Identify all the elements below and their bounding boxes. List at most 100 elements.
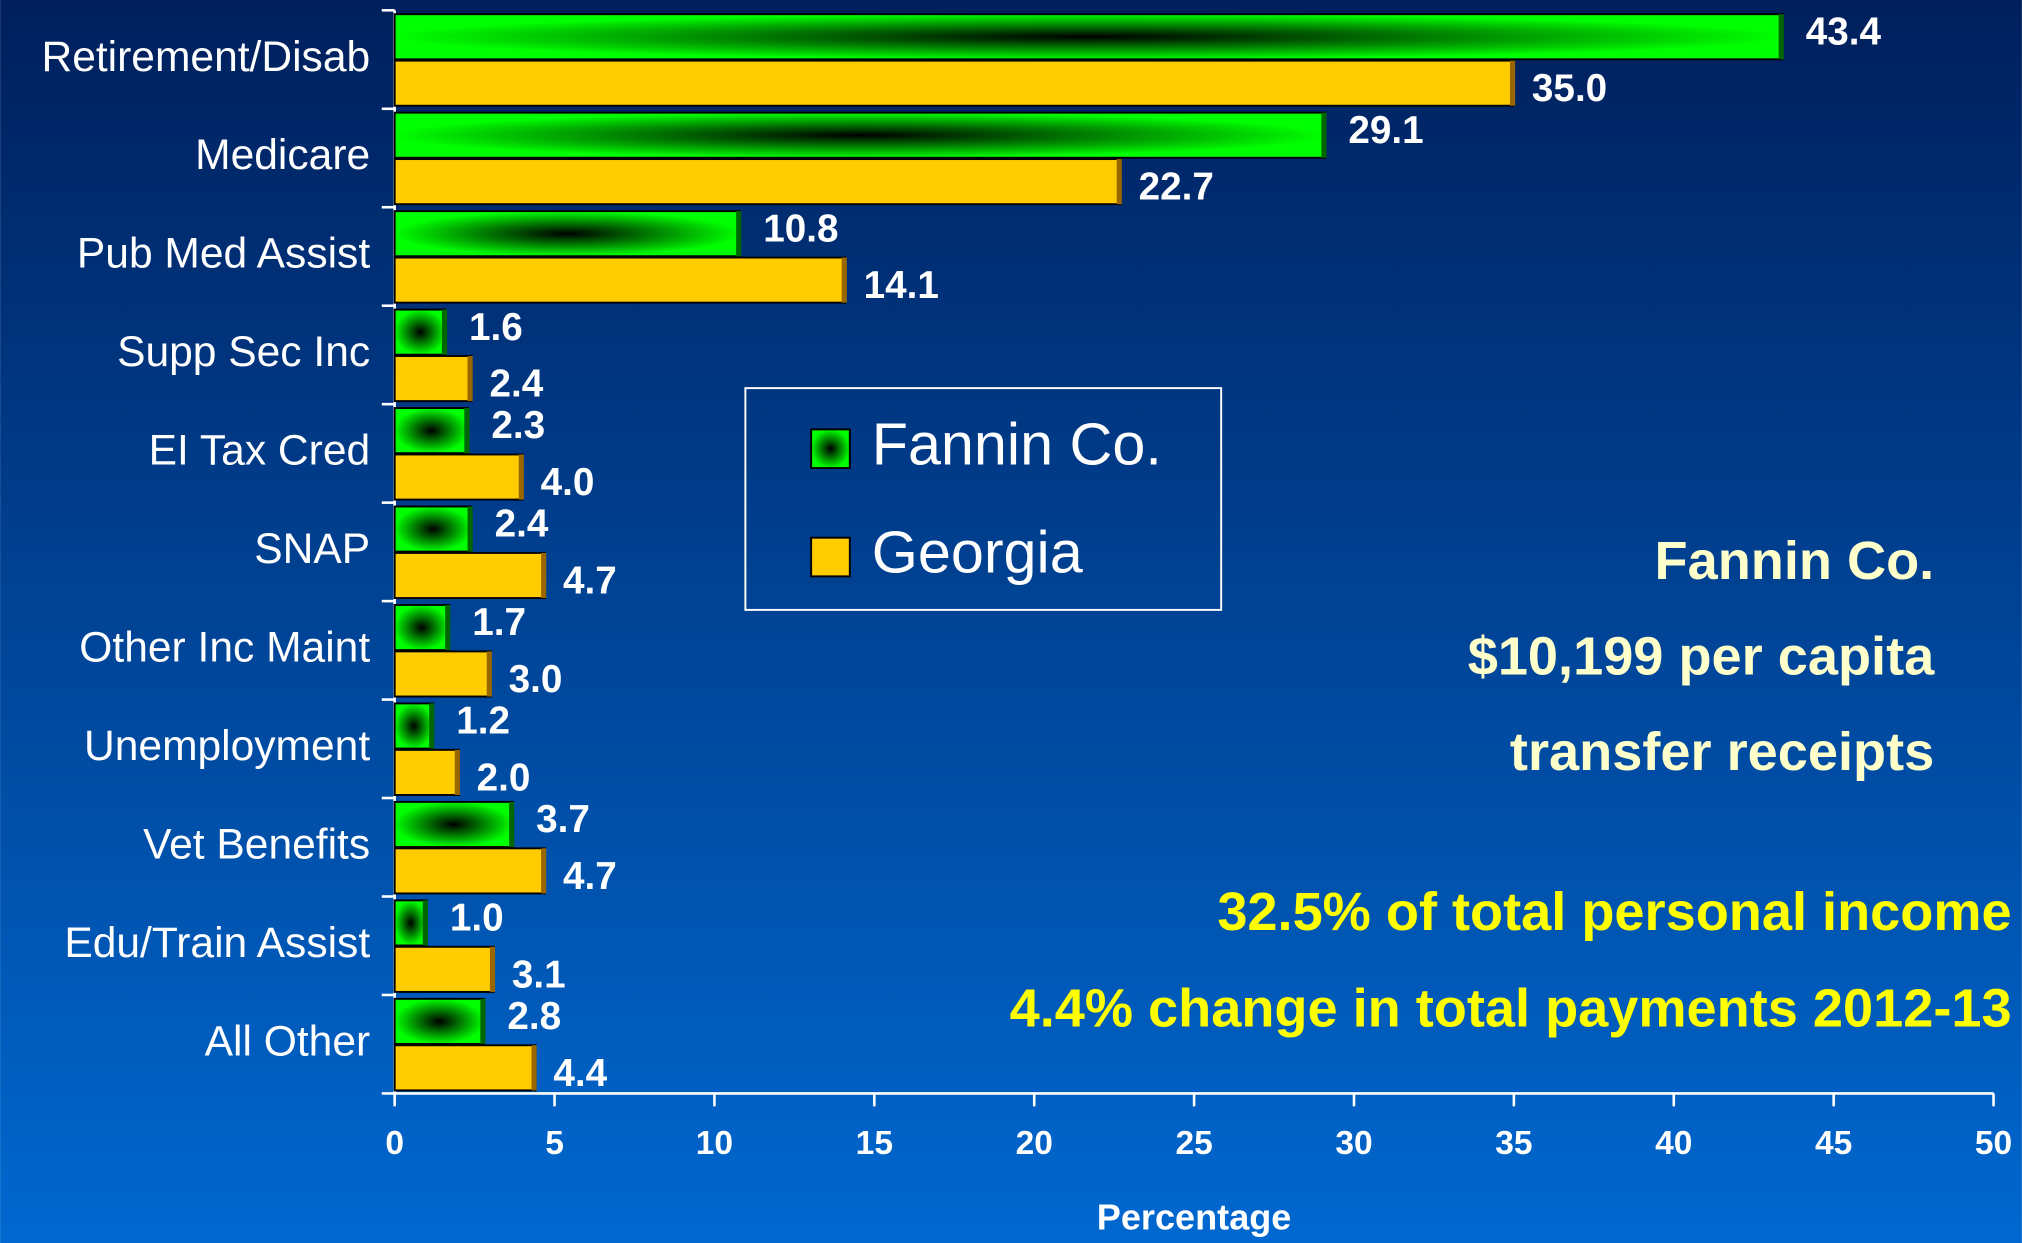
bar [393, 210, 741, 258]
annotation: 32.5% of total personal income [1217, 882, 2011, 942]
x-tick-label: 40 [1655, 1125, 1692, 1162]
data-label: 43.4 [1806, 10, 1882, 53]
y-tick-label: Supp Sec Inc [117, 328, 370, 376]
x-tick-label: 20 [1016, 1125, 1053, 1162]
plot-area: 0 5 10 15 20 25 30 35 40 45 50 Retirement/Disab 43.4… [41, 9, 2012, 1162]
legend-label: Georgia [872, 519, 1083, 586]
bar [393, 505, 473, 553]
data-label: 3.7 [536, 798, 590, 841]
y-tick-label: Medicare [195, 131, 370, 179]
y-tick-label: SNAP [254, 525, 370, 573]
data-label: 4.4 [553, 1052, 607, 1095]
bar-edge [464, 408, 470, 454]
bar-edge [736, 211, 742, 257]
annotation: 4.4% change in total payments 2012-13 [1010, 978, 2012, 1038]
bar [393, 407, 470, 455]
x-tick-label: 45 [1815, 1125, 1852, 1162]
y-tick-label: Edu/Train Assist [64, 919, 370, 967]
data-label: 2.0 [477, 756, 531, 799]
x-tick-label: 5 [545, 1125, 564, 1162]
bar [393, 604, 450, 652]
x-tick-label: 25 [1175, 1125, 1212, 1162]
data-label: 1.6 [469, 306, 523, 349]
y-tick-label: EI Tax Cred [149, 427, 371, 475]
y-tick-label: Unemployment [84, 722, 370, 770]
y-tick-label: Pub Med Assist [77, 230, 370, 278]
bar [393, 256, 847, 304]
data-label: 35.0 [1532, 67, 1607, 110]
bar-edge [1510, 60, 1516, 106]
y-tick-label: Vet Benefits [143, 820, 370, 868]
bar [393, 158, 1122, 206]
bar [393, 1044, 537, 1092]
annotation: Fannin Co. [1655, 531, 1935, 591]
bar-edge [531, 1045, 537, 1091]
bar-edge [541, 848, 547, 894]
data-label: 1.0 [450, 897, 504, 940]
bar-edge [445, 604, 451, 651]
data-label: 14.1 [864, 264, 939, 307]
legend-label: Fannin Co. [872, 410, 1162, 477]
data-label: 3.1 [512, 953, 566, 996]
data-label: 2.8 [507, 995, 561, 1038]
bar [393, 650, 492, 698]
y-tick-label: Retirement/Disab [41, 33, 370, 81]
bar-edge [467, 506, 473, 552]
data-label: 29.1 [1348, 109, 1423, 152]
bar-edge [454, 749, 460, 795]
bar-edge [422, 900, 428, 946]
bar [393, 453, 524, 501]
x-tick-label: 10 [696, 1125, 733, 1162]
data-label: 22.7 [1139, 166, 1214, 209]
data-label: 4.7 [563, 855, 617, 898]
x-tick-label: 0 [385, 1125, 404, 1162]
bar-edge [486, 651, 492, 697]
x-axis-label: Percentage [1097, 1196, 1292, 1237]
bar-edge [1116, 159, 1122, 205]
bar [393, 748, 460, 796]
bar-edge [429, 703, 435, 749]
bar-edge [1778, 14, 1784, 60]
bar [393, 59, 1515, 107]
legend-swatch [810, 536, 851, 578]
bar [393, 997, 486, 1045]
bar [393, 551, 546, 600]
data-label: 4.0 [541, 461, 595, 504]
x-tick-label: 50 [1975, 1125, 2012, 1162]
legend-box [744, 387, 1223, 611]
bar [393, 800, 514, 848]
bar-edge [509, 801, 515, 848]
data-label: 2.4 [489, 363, 543, 406]
y-tick-label: Other Inc Maint [79, 624, 370, 672]
data-label: 10.8 [763, 207, 838, 250]
bar-edge [441, 309, 448, 355]
bar [393, 111, 1327, 159]
legend-swatch [810, 428, 851, 470]
bar [393, 702, 434, 750]
data-label: 3.0 [509, 658, 563, 701]
bar [393, 13, 1784, 61]
bar-edge [518, 454, 524, 500]
bar [393, 847, 546, 895]
bar-edge [489, 946, 496, 992]
data-label: 2.3 [491, 404, 545, 447]
bar-edge [841, 257, 847, 303]
annotation: transfer receipts [1510, 722, 1934, 782]
x-tick-label: 30 [1335, 1125, 1372, 1162]
bar-edge [1321, 112, 1327, 158]
bar [393, 899, 428, 947]
bar [393, 945, 495, 993]
bar-edge [467, 355, 473, 402]
bar-edge [480, 998, 486, 1044]
x-tick-label: 35 [1495, 1125, 1532, 1162]
data-label: 4.7 [563, 559, 617, 602]
bar [393, 355, 473, 403]
data-label: 2.4 [495, 503, 549, 546]
y-tick-label: All Other [205, 1017, 371, 1065]
data-label: 1.2 [456, 700, 510, 743]
data-label: 1.7 [472, 601, 526, 644]
x-tick-label: 15 [856, 1125, 893, 1162]
annotation: $10,199 per capita [1468, 626, 1935, 686]
